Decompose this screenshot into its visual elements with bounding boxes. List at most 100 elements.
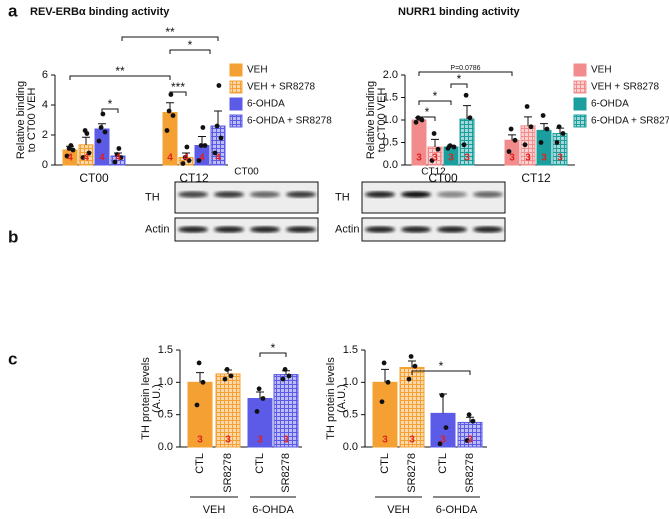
n-label: 4: [99, 153, 105, 164]
bar: [457, 421, 483, 448]
significance-bracket: [259, 352, 287, 357]
data-point: [196, 360, 202, 366]
n-label: 3: [225, 435, 231, 446]
n-label: 3: [197, 435, 203, 446]
blot-band: [365, 226, 395, 233]
n-label: 4: [167, 153, 173, 164]
significance-bracket: [418, 100, 452, 105]
significance-label: P=0.0786: [450, 65, 480, 72]
legend-swatch: [229, 63, 243, 77]
error-bar: [82, 136, 90, 145]
x-tick-label: CTL: [437, 453, 449, 474]
blot-band: [250, 226, 280, 233]
group-label: VEH: [203, 504, 226, 516]
group-label: 6-OHDA: [252, 504, 294, 516]
panel-letter: a: [8, 1, 18, 20]
legend-label: 6-OHDA + SR8278: [591, 116, 669, 127]
data-point: [512, 137, 518, 143]
data-point: [464, 438, 470, 443]
data-point: [224, 367, 230, 372]
data-point: [538, 140, 544, 145]
significance-bracket: [121, 36, 219, 41]
y-tick-label: 1.5: [158, 344, 173, 356]
y-tick-label: 0: [42, 159, 48, 171]
data-point: [522, 142, 528, 148]
data-point: [184, 144, 190, 150]
x-tick-label: CT00: [79, 171, 109, 185]
legend-swatch: [573, 97, 587, 111]
x-tick-label: CTL: [254, 453, 266, 474]
n-label: 4: [115, 153, 121, 164]
x-tick-label: CTL: [194, 453, 206, 474]
y-tick-label: 0.0: [343, 441, 358, 453]
data-point: [463, 92, 469, 98]
significance-bracket: [418, 116, 436, 121]
data-point: [186, 158, 192, 163]
group-label: 6-OHDA: [436, 504, 478, 516]
blot-band: [437, 191, 467, 198]
x-tick-label: SR8278: [406, 453, 418, 493]
data-point: [431, 131, 437, 136]
y-axis-label: Relative binding: [15, 81, 27, 159]
y-tick-label: 0.5: [158, 409, 173, 421]
blot-row-label: Actin: [335, 223, 359, 235]
panel-letter: c: [8, 349, 17, 368]
significance-label: *: [188, 38, 193, 52]
legend-swatch: [573, 63, 587, 77]
x-tick-label: SR8278: [280, 453, 292, 493]
blot-title: CT12: [421, 167, 446, 178]
y-tick-label: 0.0: [383, 159, 398, 171]
data-point: [202, 143, 208, 148]
blot-band: [401, 191, 431, 198]
significance-bracket: [418, 71, 513, 76]
y-tick-label: 1.5: [343, 344, 358, 356]
significance-label: **: [165, 25, 175, 39]
data-point: [200, 125, 206, 130]
n-label: 3: [409, 435, 415, 446]
x-tick-label: SR8278: [464, 453, 476, 493]
data-point: [544, 126, 550, 132]
data-point: [528, 124, 534, 130]
y-tick-label: 2: [42, 129, 48, 141]
blot-band: [365, 191, 395, 198]
bar: [430, 412, 456, 448]
blot-band: [473, 226, 503, 233]
data-point: [212, 150, 218, 156]
y-axis-label: (A.U.): [151, 384, 163, 413]
data-point: [216, 83, 222, 88]
n-label: 3: [557, 153, 563, 164]
chart-title: REV-ERBα binding activity: [30, 6, 170, 18]
significance-bracket: [69, 75, 171, 80]
y-tick-label: 4: [42, 99, 48, 111]
chart-title: NURR1 binding activity: [398, 6, 521, 18]
data-point: [100, 111, 106, 117]
blot-band: [437, 226, 467, 233]
data-point: [112, 159, 118, 165]
error-bar: [214, 110, 222, 126]
group-label: VEH: [387, 504, 410, 516]
data-point: [554, 140, 560, 145]
data-point: [506, 149, 512, 154]
data-point: [116, 146, 122, 151]
significance-label: *: [439, 359, 444, 373]
data-point: [443, 425, 449, 430]
data-point: [447, 143, 453, 149]
data-point: [166, 108, 172, 114]
data-point: [408, 354, 414, 359]
blot-band: [214, 226, 244, 233]
n-label: 3: [382, 435, 388, 446]
significance-bracket: [169, 49, 211, 54]
error-bar: [408, 360, 416, 368]
data-point: [182, 155, 188, 160]
data-point: [256, 386, 262, 392]
data-point: [84, 131, 90, 136]
n-label: 3: [541, 153, 547, 164]
significance-label: *: [433, 89, 438, 103]
blot-band: [286, 226, 316, 233]
data-point: [419, 117, 425, 123]
n-label: 3: [525, 153, 531, 164]
y-tick-label: 0.5: [343, 409, 358, 421]
error-bar: [196, 372, 204, 383]
data-point: [68, 143, 74, 148]
